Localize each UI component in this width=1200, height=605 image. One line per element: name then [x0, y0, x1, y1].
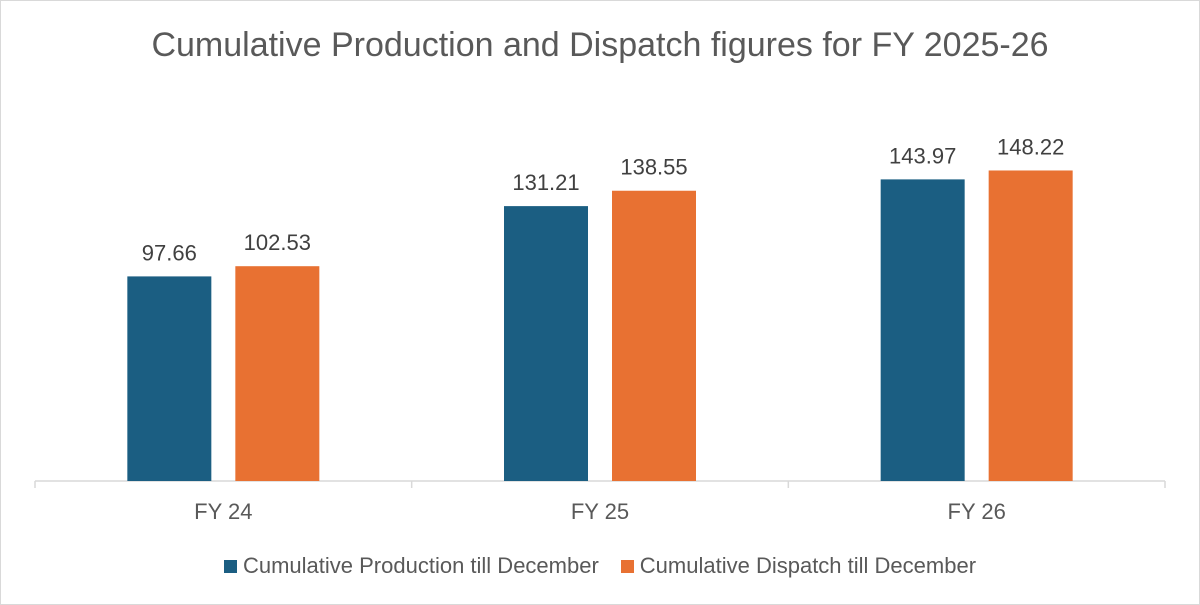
legend-swatch: [620, 559, 634, 573]
data-label: 102.53: [244, 230, 311, 255]
data-label: 97.66: [142, 240, 197, 265]
data-label: 148.22: [997, 134, 1064, 159]
data-label: 143.97: [889, 143, 956, 168]
data-label: 131.21: [512, 170, 579, 195]
bar-dispatch: [612, 190, 696, 482]
legend-swatch: [223, 559, 237, 573]
x-tick-label: FY 24: [194, 499, 252, 524]
bar-dispatch: [988, 170, 1073, 481]
bar-production: [127, 276, 212, 481]
legend-item: Cumulative Production till December: [223, 553, 599, 579]
data-label: 138.55: [620, 155, 687, 180]
bar-dispatch: [235, 266, 320, 481]
legend-item: Cumulative Dispatch till December: [620, 553, 977, 579]
x-tick-label: FY 25: [571, 499, 629, 524]
bar-production: [504, 206, 588, 481]
bar-production: [880, 179, 965, 481]
legend: Cumulative Production till December Cumul…: [0, 553, 1200, 579]
chart-title: Cumulative Production and Dispatch figur…: [151, 26, 1049, 64]
x-tick-label: FY 26: [948, 499, 1006, 524]
legend-label: Cumulative Dispatch till December: [639, 553, 977, 578]
legend-label: Cumulative Production till December: [242, 553, 599, 578]
